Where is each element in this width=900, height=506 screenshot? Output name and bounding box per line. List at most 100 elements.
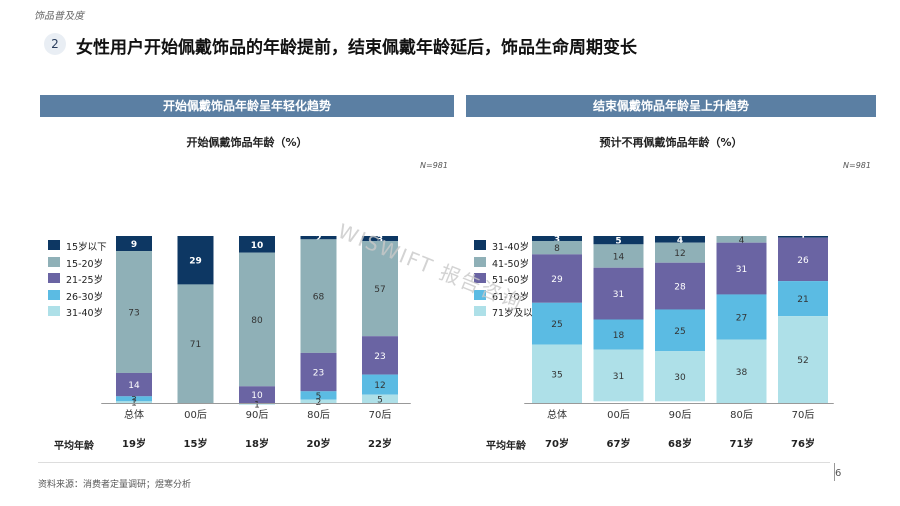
bar-value-label: 23	[374, 352, 385, 362]
bar-value-label: 25	[551, 320, 562, 330]
bar-segment	[716, 236, 767, 243]
legend-swatch	[48, 273, 60, 283]
bar-segment	[778, 316, 828, 403]
category-tick-label: 70后	[369, 409, 392, 421]
bar-value-label: 12	[374, 381, 385, 391]
legend-label: 31-40岁	[66, 308, 104, 319]
bar-value-label: 2	[316, 398, 322, 408]
bar-segment	[116, 372, 152, 397]
bar-value-label: 14	[613, 253, 625, 263]
bar-segment	[532, 236, 582, 242]
bar-value-label: 1	[254, 400, 260, 410]
bar-value-label: 14	[128, 381, 140, 391]
bar-segment	[655, 351, 705, 402]
legend-label: 71岁及以上	[492, 308, 543, 319]
legend-label: 15岁以下	[66, 242, 107, 253]
category-tick-label: 90后	[669, 409, 692, 421]
bar-segment	[716, 339, 767, 403]
bar-segment	[593, 244, 644, 268]
category-tick-label: 00后	[184, 409, 207, 421]
category-tick-label: 90后	[246, 409, 269, 421]
legend-label: 31-40岁	[492, 242, 530, 253]
legend-item: 51-60岁	[474, 272, 564, 286]
legend-swatch	[474, 256, 486, 267]
legend-label: 41-50岁	[492, 258, 530, 270]
legend-item: 41-50岁	[474, 256, 564, 270]
bar-segment	[116, 396, 152, 402]
bar-value-label: 3	[377, 235, 383, 245]
category-tick-label: 总体	[124, 408, 144, 421]
right-sample-note: N=981	[843, 161, 871, 170]
bar-segment	[655, 242, 705, 263]
bar-segment	[300, 239, 337, 353]
legend-item: 26-30岁	[48, 289, 138, 303]
bar-value-label: 27	[736, 313, 747, 323]
bar-value-label: 4	[677, 236, 683, 246]
avg-age-value: 71岁	[730, 437, 754, 450]
bar-value-label: 3	[131, 395, 137, 405]
right-panel-title: 结束佩戴饰品年龄呈上升趋势	[466, 95, 876, 117]
avg-age-value: 22岁	[368, 437, 392, 450]
bar-segment	[239, 236, 275, 253]
legend-swatch	[474, 306, 486, 316]
bar-value-label: 10	[251, 241, 264, 251]
legend-swatch	[48, 256, 60, 267]
legend-swatch	[474, 289, 486, 300]
page-number-separator	[834, 463, 835, 481]
bar-segment	[532, 344, 582, 403]
bar-segment	[655, 262, 705, 310]
legend-label: 21-25岁	[66, 275, 104, 286]
left-avg-age-label: 平均年龄	[54, 441, 94, 452]
avg-age-value: 67岁	[607, 437, 631, 450]
bar-value-label: 30	[674, 373, 686, 383]
bar-segment	[778, 281, 828, 317]
right-chart-title: 预计不再佩戴饰品年龄（%）	[599, 136, 743, 149]
bar-value-label: 29	[189, 257, 202, 267]
bar-segment	[177, 236, 214, 285]
bar-value-label: 5	[377, 395, 383, 405]
legend-label: 15-20岁	[66, 258, 104, 270]
bar-segment	[116, 251, 152, 373]
bar-value-label: 21	[797, 295, 808, 305]
legend-item: 61-70岁	[474, 289, 564, 303]
bar-segment	[300, 352, 337, 392]
bar-segment	[362, 394, 398, 403]
bar-value-label: 31	[613, 372, 624, 382]
bar-segment	[362, 236, 398, 242]
bar-value-label: 8	[554, 244, 560, 254]
left-chart-title: 开始佩戴饰品年龄（%）	[186, 136, 308, 149]
legend-item: 21-25岁	[48, 272, 138, 286]
bar-value-label: 5	[615, 237, 621, 247]
bar-segment	[532, 302, 582, 345]
page-headline: 女性用户开始佩戴饰品的年龄提前，结束佩戴年龄延后，饰品生命周期变长	[76, 38, 637, 58]
bar-segment	[362, 374, 398, 395]
bar-segment	[593, 319, 644, 350]
bar-segment	[116, 236, 152, 252]
bar-segment	[116, 401, 152, 403]
bar-segment	[177, 284, 214, 403]
right-avg-age-label: 平均年龄	[486, 441, 526, 452]
bar-value-label: 31	[736, 265, 747, 275]
bar-segment	[532, 254, 582, 303]
left-sample-note: N=981	[420, 161, 448, 170]
bar-segment	[239, 252, 275, 387]
avg-age-value: 76岁	[791, 437, 815, 450]
bar-value-label: 12	[674, 249, 685, 259]
bar-segment	[593, 349, 644, 402]
bar-value-label: 38	[736, 368, 748, 378]
legend-item: 31-40岁	[474, 239, 564, 253]
bar-value-label: 9	[131, 240, 137, 250]
bar-segment	[778, 236, 828, 238]
avg-age-value: 70岁	[545, 437, 569, 450]
bar-segment	[778, 237, 828, 282]
legend-item: 31-40岁	[48, 305, 138, 319]
legend-label: 26-30岁	[66, 291, 104, 303]
bar-segment	[655, 236, 705, 243]
bar-segment	[300, 236, 337, 240]
category-tick-label: 70后	[792, 409, 815, 421]
bar-value-label: 57	[374, 285, 385, 295]
avg-age-value: 19岁	[122, 437, 146, 450]
section-tag: 饰品普及度	[34, 11, 84, 22]
